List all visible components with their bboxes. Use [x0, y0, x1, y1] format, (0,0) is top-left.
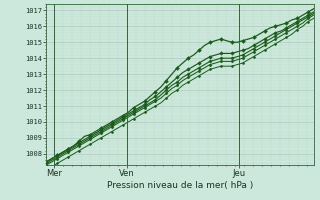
X-axis label: Pression niveau de la mer( hPa ): Pression niveau de la mer( hPa ) — [107, 181, 253, 190]
